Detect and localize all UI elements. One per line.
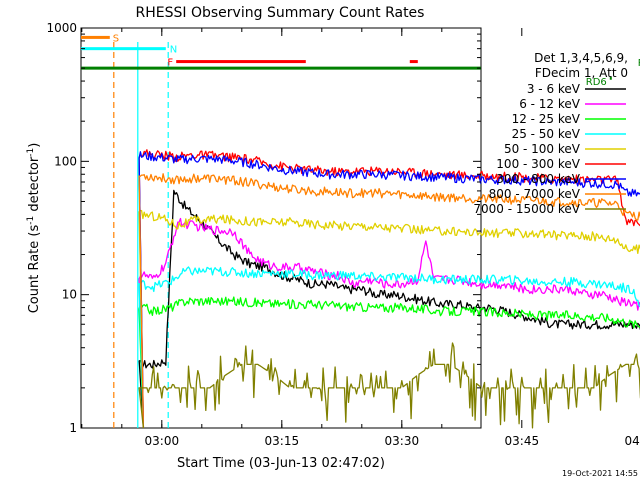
flag-label-rd6: RD6 [586, 77, 607, 88]
legend-label-6: 300 - 800 keV [496, 172, 580, 186]
series-line-2 [138, 296, 640, 429]
chart-title: RHESSI Observing Summary Count Rates [136, 5, 425, 21]
series-line-8 [138, 342, 640, 429]
legend-label-0: 3 - 6 keV [527, 82, 581, 96]
flag-bar-s-0 [81, 35, 110, 39]
flag-label-f: F [167, 58, 173, 69]
legend-label-5: 100 - 300 keV [496, 157, 580, 171]
flag-bar-f-1 [409, 60, 418, 64]
y-tick-label-1: 10 [62, 288, 77, 302]
flag-bar-rd6-0 [609, 76, 612, 80]
series-line-6 [138, 151, 640, 429]
legend-label-2: 12 - 25 keV [512, 112, 581, 126]
series-line-3 [138, 266, 640, 429]
legend: Det 1,3,4,5,6,9, FDecim 1, Att 0 3 - 6 k… [473, 51, 628, 216]
footer-timestamp: 19-Oct-2021 14:55 [562, 469, 638, 478]
series-line-4 [138, 209, 640, 429]
flag-label-n: N [170, 45, 177, 56]
flag-bar-n-0 [81, 47, 166, 51]
series-line-5 [138, 149, 640, 429]
y-tick-label-0: 1 [69, 421, 77, 435]
y-axis-label: Count Rate (s-1 detector-1) [26, 143, 42, 314]
x-tick-label-4: 04:00 [625, 434, 640, 448]
x-tick-label-3: 03:45 [505, 434, 540, 448]
y-tick-label-2: 100 [54, 154, 77, 168]
legend-header-2: FDecim 1, Att 0 [535, 66, 628, 80]
legend-label-7: 800 - 7000 keV [489, 187, 581, 201]
legend-header-1: Det 1,3,4,5,6,9, [534, 51, 628, 65]
x-tick-label-1: 03:15 [265, 434, 300, 448]
series-line-1 [138, 217, 640, 429]
x-tick-label-2: 03:30 [385, 434, 420, 448]
y-tick-label-3: 1000 [46, 21, 77, 35]
flag-label-s: S [113, 33, 119, 44]
x-tick-label-0: 03:00 [145, 434, 180, 448]
flag-label-rd0: RD0 [638, 58, 640, 69]
flag-bar-f-0 [176, 60, 306, 64]
x-axis-label: Start Time (03-Jun-13 02:47:02) [177, 456, 385, 471]
legend-label-1: 6 - 12 keV [519, 97, 581, 111]
plot-frame [80, 27, 482, 429]
flag-bar-rd0-0 [81, 66, 481, 70]
legend-label-8: 7000 - 15000 keV [473, 202, 580, 216]
series-line-7 [138, 173, 640, 429]
series-line-0 [138, 189, 640, 429]
legend-label-3: 25 - 50 keV [512, 127, 581, 141]
legend-label-4: 50 - 100 keV [504, 142, 581, 156]
